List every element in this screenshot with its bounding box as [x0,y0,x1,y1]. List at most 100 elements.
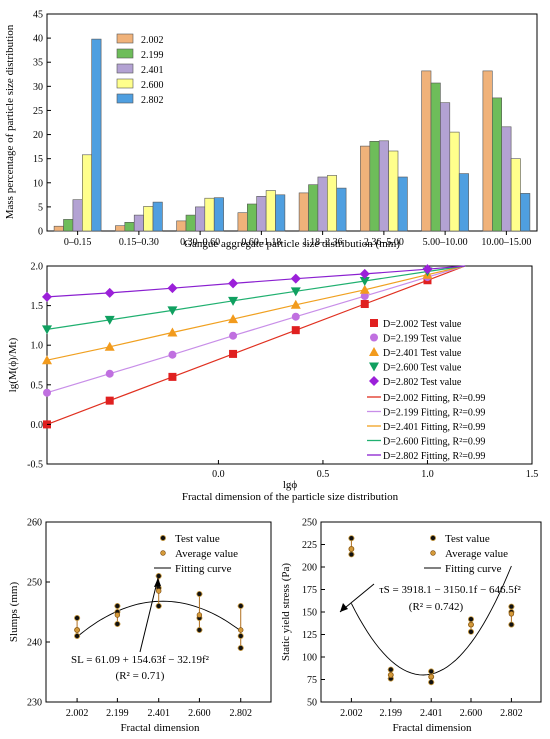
fit-line-3 [46,265,466,330]
xtick-label: 2.401 [147,708,170,719]
bar-2.401-4 [317,176,328,232]
yield-chart-plot [348,535,515,686]
bar-xtick-label: 0–0.15 [64,237,92,248]
yield-chart-panel: 2.002 2.199 2.401 2.600 2.802 50 75 100 125 150 17… [280,518,542,734]
xtick-label: 2.199 [380,708,403,719]
bar-2.600-4 [326,175,337,232]
ytick-label: 250 [302,518,317,529]
bar-2.199-1 [124,222,135,232]
bar-2.401-7 [501,126,512,232]
xtick-label: 2.401 [420,708,443,719]
fractal-legend-fit-label: D=2.199 Fitting, R²=0.99 [383,408,485,419]
test-point-3 [167,306,178,316]
bar-ytick-label: 30 [33,82,43,93]
yield-chart-xlabel: Fractal dimension [392,722,472,734]
fractal-ytick-label: 0.0 [31,420,44,431]
test-point [114,603,121,610]
test-point-4 [104,287,115,298]
test-point-1 [168,350,177,359]
yield-r2: (R² = 0.742) [409,601,464,613]
fractal-chart-frame [46,265,533,465]
xtick-label: 2.802 [500,708,523,719]
xtick-label: 2.002 [340,708,363,719]
bar-2.199-0 [63,219,74,232]
bar-ytick-label: 20 [33,130,43,141]
fractal-chart-legend: D=2.002 Test value D=2.199 Test value D=2.… [367,319,485,462]
ytick-label: 175 [302,585,317,596]
test-point-2 [104,341,115,351]
yield-chart-legend: Test value Average value Fitting curve [424,533,508,575]
bar-xtick-label: 5.00–10.00 [423,237,468,248]
fractal-chart-bottom-label: Fractal dimension of the particle size d… [182,491,399,503]
ytick-label: 75 [307,675,317,686]
ytick-label: 240 [27,638,42,649]
average-point [348,546,355,552]
test-point [74,633,81,640]
slumps-annotation-arrowhead [154,578,161,587]
legend-average-marker [160,550,166,556]
slumps-chart-legend: Test value Average value Fitting curve [154,533,238,575]
bar-chart-legend: 2.002 2.199 2.401 2.600 2.802 [116,33,164,106]
test-point [428,668,435,675]
test-point-3 [228,296,239,306]
bar-2.199-3 [247,203,258,232]
bar-legend-label: 2.802 [141,95,164,106]
fractal-xtick-label: 0.0 [212,469,225,480]
bar-ytick-label: 40 [33,34,43,45]
test-point [387,666,394,673]
test-point-0 [291,326,300,335]
ytick-label: 230 [27,698,42,709]
fractal-legend-fit-label: D=2.600 Fitting, R²=0.99 [383,437,485,448]
test-point-4 [422,264,433,275]
bar-chart-frame [46,13,538,232]
bar-2.802-3 [275,194,286,232]
fractal-chart-panel: 0.0 0.5 1.0 1.5 -0.5 0.0 0.5 1.0 1.5 2.0 D=2.002 … [7,262,538,504]
test-point-3 [359,277,370,287]
average-point [508,611,515,617]
test-point-0 [105,396,114,405]
bar-legend-swatch [116,93,134,104]
fit-line-1 [46,265,466,394]
fractal-legend-test-label: D=2.401 Test value [383,348,462,359]
bar-2.002-1 [115,225,126,232]
bar-2.199-4 [308,184,319,232]
legend-label: Test value [445,533,490,545]
bar-chart-ylabel: Mass percentage of particle size distrib… [4,24,16,219]
test-point-2 [359,284,370,294]
test-point-2 [228,314,239,324]
test-point [467,628,474,635]
bar-legend-label: 2.600 [141,80,164,91]
test-point [237,645,244,652]
test-point-0 [229,349,238,358]
bar-ytick-label: 25 [33,106,43,117]
bar-2.199-5 [369,141,380,232]
bar-2.600-7 [510,158,521,232]
fitting-curve [350,565,512,676]
test-point [155,573,162,580]
bar-2.802-6 [458,173,469,232]
ytick-label: 225 [302,540,317,551]
fractal-legend-fit-label: D=2.401 Fitting, R²=0.99 [383,422,485,433]
bar-chart-axes: 0–0.15 0.15–0.30 0.30–0.60 0.60–1.18 1.18–2.… [33,10,531,249]
fractal-legend-marker [370,319,378,327]
fractal-legend-test-label: D=2.802 Test value [383,377,462,388]
bar-legend-swatch [116,33,134,44]
average-point [114,612,121,618]
bar-xtick-label: 0.15–0.30 [119,237,159,248]
bar-2.401-3 [256,196,267,232]
bar-2.002-2 [176,220,187,232]
fractal-ytick-label: 0.5 [31,380,44,391]
bar-2.600-5 [388,150,399,232]
test-point [155,603,162,610]
fractal-legend-marker [369,376,379,386]
bar-2.002-5 [360,145,371,232]
legend-label: Fitting curve [445,563,502,575]
fractal-legend-test-label: D=2.002 Test value [383,319,462,330]
bar-chart-xlabel: Gangue aggregate particle size distribut… [184,238,400,250]
test-point [74,615,81,622]
ytick-label: 50 [307,698,317,709]
bar-2.802-2 [213,197,224,232]
test-point-4 [228,278,239,289]
fractal-xtick-label: 1.0 [421,469,434,480]
yield-annotation-arrowhead [340,603,348,612]
